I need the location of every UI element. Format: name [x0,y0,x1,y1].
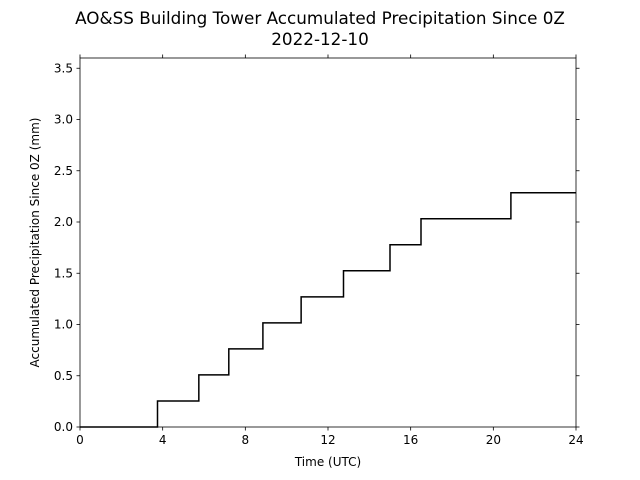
plot-area: 0 4 8 12 16 20 24 0.0 0.5 1.0 1.5 2.0 2.5 3.0 3.5 [54,54,584,447]
y-tick-label: 2.5 [54,164,73,178]
y-tick-label: 1.5 [54,266,73,280]
x-tick-label: 8 [242,433,250,447]
x-tick-label: 0 [76,433,84,447]
x-tick-label: 4 [159,433,167,447]
y-tick-label: 1.0 [54,318,73,332]
chart-subtitle: 2022-12-10 [271,29,369,49]
y-tick-label: 3.5 [54,61,73,75]
plot-frame [79,57,577,428]
x-tick-label: 16 [403,433,418,447]
y-tick-label: 0.0 [54,420,73,434]
series-line-0 [80,191,576,428]
y-tick-label: 2.0 [54,215,73,229]
x-axis-label: Time (UTC) [294,455,361,469]
y-axis-label: Accumulated Precipitation Since 0Z (mm) [28,118,42,368]
x-tick-label: 20 [486,433,501,447]
y-tick-label: 3.0 [54,113,73,127]
x-tick-label: 12 [320,433,335,447]
y-tick-label: 0.5 [54,369,73,383]
chart-title: AO&SS Building Tower Accumulated Precipi… [75,8,565,28]
x-tick-label: 24 [568,433,583,447]
